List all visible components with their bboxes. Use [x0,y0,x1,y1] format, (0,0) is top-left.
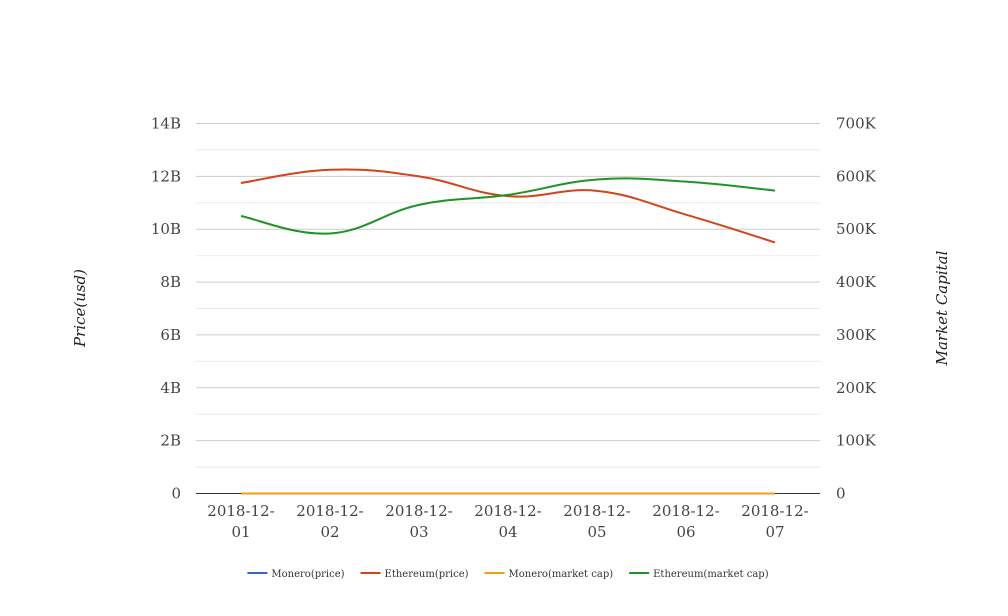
x-axis-tick-label: 2018-12-06 [652,502,719,541]
right-axis-tick-label: 700K [836,115,877,133]
left-axis-tick-label: 14B [151,115,181,133]
right-axis-tick-label: 400K [836,273,877,291]
x-axis-tick-label: 2018-12-02 [296,502,363,541]
right-axis-tick-label: 100K [836,432,877,450]
x-axis-tick-label: 2018-12-04 [474,502,541,541]
left-axis-tick-label: 4B [160,379,181,397]
left-axis-tick-label: 10B [151,220,181,238]
x-axis-tick-label: 2018-12-03 [385,502,452,541]
legend-item[interactable]: Ethereum(market cap) [629,569,769,580]
x-axis-tick-label: 2018-12-05 [563,502,630,541]
right-axis-tick-label: 300K [836,326,877,344]
x-axis-tick-label: 2018-12-01 [207,502,274,541]
left-axis-tick-label: 8B [160,273,181,291]
legend-label: Ethereum(price) [385,569,469,580]
legend: Monero(price) Ethereum(price) Monero(marke… [247,569,769,580]
right-axis-title: Market Capital [933,250,951,366]
series-lines [240,168,776,495]
series-line-ethereum-market-cap [240,177,776,235]
right-axis-tick-label: 600K [836,167,877,185]
x-axis-ticks: 2018-12-01 2018-12-02 2018-12-03 2018-12-04… [207,502,808,541]
right-axis-tick-label: 500K [836,220,877,238]
x-axis-tick-label: 2018-12-07 [741,502,808,541]
left-axis-tick-label: 6B [160,326,181,344]
legend-item[interactable]: Ethereum(price) [360,569,469,580]
legend-item[interactable]: Monero(market cap) [484,569,614,580]
legend-label: Monero(price) [271,569,344,580]
left-axis-ticks: 0 2B 4B 6B 8B 10B 12B 14B [151,115,181,503]
right-axis-ticks: 0 100K 200K 300K 400K 500K 600K 700K [836,115,877,503]
series-line-ethereum-price [240,168,776,244]
right-axis-tick-label: 0 [836,485,846,503]
legend-label: Ethereum(market cap) [653,569,769,580]
legend-item[interactable]: Monero(price) [247,569,345,580]
right-axis-tick-label: 200K [836,379,877,397]
left-axis-tick-label: 0 [171,485,181,503]
left-axis-title: Price(usd) [71,269,89,348]
legend-label: Monero(market cap) [509,569,614,580]
left-axis-tick-label: 2B [160,432,181,450]
left-axis-tick-label: 12B [151,167,181,185]
gridlines [196,123,820,468]
